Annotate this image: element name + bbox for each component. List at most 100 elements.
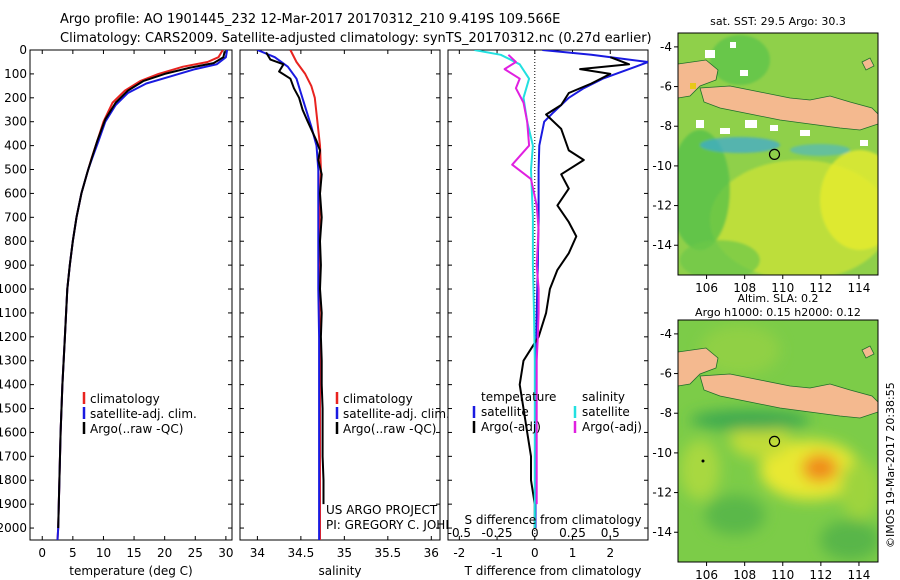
sla-field — [680, 325, 878, 560]
map-x-tick-label: 114 — [847, 281, 870, 295]
x-tick-label: 20 — [157, 546, 172, 560]
salinity-depth-ticks — [240, 49, 440, 529]
sla-small-island — [701, 459, 705, 463]
map-y-tick-label: -6 — [660, 80, 672, 94]
series-line-satellite-adj-clim- — [257, 50, 321, 540]
top-tick-label: 0.25 — [559, 526, 586, 540]
map-x-tick-label: 108 — [733, 281, 756, 295]
y-tick-label: 1200 — [0, 330, 27, 344]
map-y-tick-label: -10 — [652, 159, 672, 173]
salinity-series — [257, 50, 325, 540]
x-tick-label: 5 — [69, 546, 77, 560]
top-tick-label: 0.5 — [601, 526, 620, 540]
x-tick-label: -1 — [491, 546, 503, 560]
sst-map-title: sat. SST: 29.5 Argo: 30.3 — [710, 15, 846, 28]
y-tick-label: 400 — [4, 139, 27, 153]
map-y-tick-label: -4 — [660, 327, 672, 341]
top-tick-label: -0.5 — [448, 526, 471, 540]
sst-heatmap — [678, 33, 878, 275]
sla-map-axes: 106 108 110 112 114 -4 -6 -8 -10 -12 -14 — [652, 327, 870, 580]
y-tick-label: 1300 — [0, 354, 27, 368]
x-tick-label: 1 — [569, 546, 577, 560]
imos-watermark: ©IMOS 19-Mar-2017 20:38:55 — [884, 382, 897, 548]
map-y-tick-label: -8 — [660, 406, 672, 420]
salinity-panel: 34 34.5 35 35.5 36 salinity climatology sate… — [239, 49, 480, 578]
y-tick-label: 1700 — [0, 449, 27, 463]
map-y-tick-label: -10 — [652, 446, 672, 460]
legend-label-temp-satellite: satellite — [481, 405, 529, 419]
y-tick-label: 800 — [4, 234, 27, 248]
salinity-legend: climatology satellite-adj. clim. Argo(..… — [335, 392, 450, 436]
legend-label-argo: Argo(..raw -QC) — [90, 422, 183, 436]
temperature-x-axis: 0 5 10 15 20 25 30 — [38, 50, 234, 560]
difference-top-label: S difference from climatology — [465, 513, 642, 527]
y-tick-label: 300 — [4, 115, 27, 129]
sst-map-axes: 106 108 110 112 114 -4 -6 -8 -10 -12 -14 — [652, 40, 870, 295]
x-tick-label: -2 — [453, 546, 465, 560]
y-tick-label: 100 — [4, 67, 27, 81]
map-y-tick-label: -14 — [652, 525, 672, 539]
legend-label-climatology: climatology — [90, 392, 160, 406]
map-x-tick-label: 106 — [695, 281, 718, 295]
difference-legend: temperature salinity satellite Argo(-adj… — [472, 390, 642, 434]
y-tick-label: 2000 — [0, 521, 27, 535]
legend-label-temp-argo: Argo(-adj) — [481, 420, 541, 434]
salinity-x-label: salinity — [318, 564, 361, 578]
temperature-panel: 0100200300400500600700800900100011001200… — [0, 43, 234, 578]
sla-map-frame — [677, 319, 879, 563]
x-tick-label: 34.5 — [288, 546, 315, 560]
salinity-axes-frame — [239, 49, 441, 541]
sla-map-panel: Altim. SLA: 0.2 Argo h1000: 0.15 h2000: … — [652, 292, 879, 580]
temperature-axes-frame — [29, 49, 233, 541]
x-tick-label: 35 — [337, 546, 352, 560]
sst-argo-location-marker — [768, 148, 781, 160]
x-tick-label: 30 — [218, 546, 233, 560]
y-tick-label: 200 — [4, 91, 27, 105]
x-tick-label: 0 — [531, 546, 539, 560]
x-tick-label: 0 — [38, 546, 46, 560]
x-tick-label: 10 — [96, 546, 111, 560]
map-y-tick-label: -12 — [652, 486, 672, 500]
y-tick-label: 700 — [4, 210, 27, 224]
series-line-argo-raw-qc- — [265, 51, 325, 505]
y-tick-label: 1800 — [0, 473, 27, 487]
difference-depth-ticks — [448, 49, 648, 529]
map-y-tick-label: -8 — [660, 119, 672, 133]
sla-map-subtitle: Argo h1000: 0.15 h2000: 0.12 — [695, 306, 861, 319]
sst-land — [678, 57, 878, 131]
x-tick-label: 35.5 — [374, 546, 401, 560]
difference-salinity-scale: -0.5-0.2500.250.5 — [448, 526, 620, 540]
legend-label-satellite: satellite-adj. clim. — [90, 407, 197, 421]
series-line-argo-adj- — [518, 56, 631, 528]
depth-axis: 0 100 200 300 400 500 600 700 800 900 1000 1100 1200… — [0, 43, 232, 535]
map-y-tick-label: -6 — [660, 367, 672, 381]
legend-label-sal-argo: Argo(-adj) — [582, 420, 642, 434]
map-y-tick-label: -4 — [660, 40, 672, 54]
legend-label-satellite: satellite-adj. clim. — [343, 407, 450, 421]
sla-map-title: Altim. SLA: 0.2 — [737, 292, 818, 305]
y-tick-label: 500 — [4, 163, 27, 177]
temperature-legend: climatology satellite-adj. clim. Argo(..… — [82, 392, 197, 436]
legend-title-temperature: temperature — [481, 390, 556, 404]
map-x-tick-label: 114 — [847, 568, 870, 580]
map-x-tick-label: 112 — [809, 568, 832, 580]
sla-heatmap — [678, 320, 878, 562]
salinity-x-axis: 34 34.5 35 35.5 36 — [250, 50, 439, 560]
y-tick-label: 1600 — [0, 425, 27, 439]
x-tick-label: 15 — [126, 546, 141, 560]
sst-argo-track-marker — [690, 83, 696, 89]
map-x-tick-label: 110 — [771, 281, 794, 295]
map-x-tick-label: 106 — [695, 568, 718, 580]
map-y-tick-label: -12 — [652, 199, 672, 213]
sst-field — [678, 35, 878, 275]
legend-title-salinity: salinity — [582, 390, 625, 404]
y-tick-label: 1100 — [0, 306, 27, 320]
temperature-series — [56, 50, 229, 540]
header-line-1: Argo profile: AO 1901445_232 12-Mar-2017… — [60, 12, 560, 27]
legend-label-sal-satellite: satellite — [582, 405, 630, 419]
x-tick-label: 25 — [188, 546, 203, 560]
y-tick-label: 1000 — [0, 282, 27, 296]
x-tick-label: 2 — [606, 546, 614, 560]
